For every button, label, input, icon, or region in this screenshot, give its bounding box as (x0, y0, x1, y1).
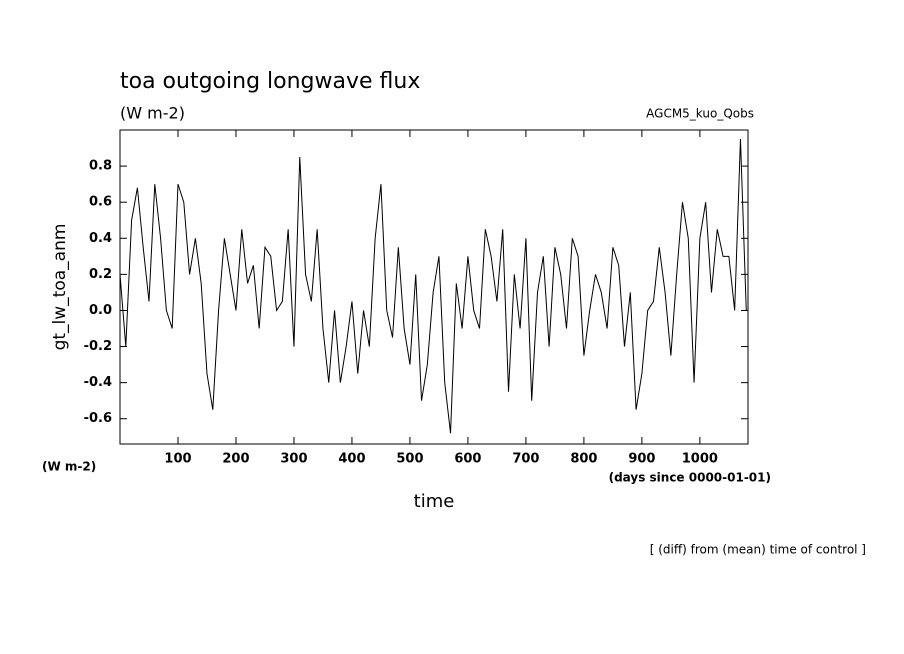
y-tick-label: 0.6 (89, 195, 112, 210)
y-tick-label: 0.0 (89, 303, 112, 318)
y-axis-label: gt_lw_toa_anm (50, 224, 70, 351)
y-tick-label: 0.2 (89, 267, 112, 282)
chart-subtitle: (W m-2) (120, 104, 185, 123)
x-tick-label: 700 (512, 452, 539, 467)
x-tick-label: 600 (454, 452, 481, 467)
x-tick-label: 400 (338, 452, 365, 467)
x-tick-label: 800 (570, 452, 597, 467)
experiment-label: AGCM5_kuo_Qobs (646, 107, 754, 121)
x-tick-label: 500 (396, 452, 423, 467)
y-tick-label: -0.6 (84, 411, 112, 426)
chart-title: toa outgoing longwave flux (120, 69, 420, 94)
y-tick-label: -0.4 (84, 375, 112, 390)
y-tick-label: -0.2 (84, 339, 112, 354)
x-unit-label: (days since 0000-01-01) (609, 471, 771, 485)
y-unit-label: (W m-2) (42, 460, 96, 474)
plot-frame (119, 129, 749, 445)
x-tick-label: 200 (222, 452, 249, 467)
x-tick-label: 300 (280, 452, 307, 467)
y-tick-label: 0.4 (89, 231, 112, 246)
x-tick-label: 100 (164, 452, 191, 467)
x-tick-label: 900 (628, 452, 655, 467)
x-axis-label: time (414, 491, 455, 512)
y-tick-label: 0.8 (89, 159, 112, 174)
x-tick-label: 1000 (682, 452, 718, 467)
note: [ (diff) from (mean) time of control ] (650, 543, 866, 557)
data-line (119, 139, 747, 434)
